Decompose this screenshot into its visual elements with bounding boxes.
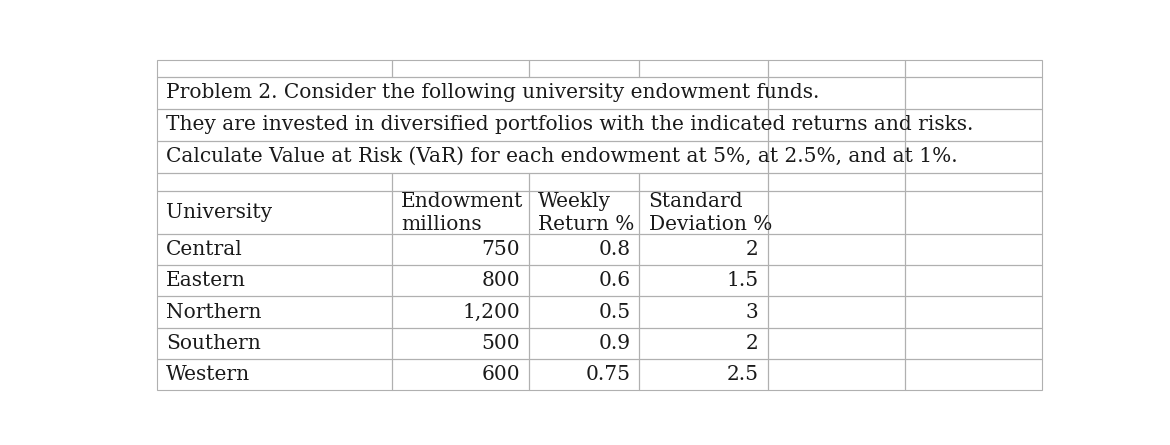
Bar xyxy=(640,60,768,77)
Text: They are invested in diversified portfolios with the indicated returns and risks: They are invested in diversified portfol… xyxy=(166,115,973,134)
Text: 0.8: 0.8 xyxy=(598,240,631,259)
Text: Western: Western xyxy=(166,365,250,384)
Bar xyxy=(157,141,768,173)
Bar xyxy=(904,234,1042,265)
Bar xyxy=(157,265,392,296)
Bar xyxy=(157,173,392,191)
Bar xyxy=(157,359,392,390)
Bar xyxy=(640,234,768,265)
Bar xyxy=(529,328,640,359)
Text: 2: 2 xyxy=(746,334,758,352)
Bar xyxy=(157,77,768,109)
Text: 1.5: 1.5 xyxy=(727,271,758,291)
Bar xyxy=(904,109,1042,141)
Bar xyxy=(640,191,768,234)
Bar xyxy=(392,60,529,77)
Bar xyxy=(768,191,904,234)
Bar xyxy=(768,109,904,141)
Bar xyxy=(157,191,392,234)
Bar xyxy=(157,234,392,265)
Bar xyxy=(904,265,1042,296)
Bar xyxy=(640,296,768,328)
Text: 750: 750 xyxy=(481,240,519,259)
Bar xyxy=(904,173,1042,191)
Bar xyxy=(640,173,768,191)
Bar xyxy=(640,328,768,359)
Text: Calculate Value at Risk (VaR) for each endowment at 5%, at 2.5%, and at 1%.: Calculate Value at Risk (VaR) for each e… xyxy=(166,147,958,166)
Text: Endowment
millions: Endowment millions xyxy=(400,192,523,234)
Bar xyxy=(157,328,392,359)
Text: Problem 2. Consider the following university endowment funds.: Problem 2. Consider the following univer… xyxy=(166,83,819,102)
Text: University: University xyxy=(166,203,273,222)
Bar xyxy=(768,77,904,109)
Bar xyxy=(392,191,529,234)
Bar xyxy=(768,296,904,328)
Text: 2: 2 xyxy=(746,240,758,259)
Bar xyxy=(904,141,1042,173)
Bar xyxy=(768,265,904,296)
Bar xyxy=(904,60,1042,77)
Text: Central: Central xyxy=(166,240,243,259)
Bar xyxy=(392,359,529,390)
Text: 0.6: 0.6 xyxy=(598,271,631,291)
Bar xyxy=(640,359,768,390)
Text: 0.9: 0.9 xyxy=(598,334,631,352)
Text: Eastern: Eastern xyxy=(166,271,246,291)
Bar xyxy=(768,173,904,191)
Bar xyxy=(768,60,904,77)
Text: 2.5: 2.5 xyxy=(727,365,758,384)
Bar xyxy=(157,296,392,328)
Bar xyxy=(904,77,1042,109)
Text: 500: 500 xyxy=(481,334,519,352)
Bar xyxy=(904,191,1042,234)
Text: 0.75: 0.75 xyxy=(585,365,631,384)
Bar xyxy=(529,191,640,234)
Text: 1,200: 1,200 xyxy=(462,303,519,321)
Text: 800: 800 xyxy=(481,271,519,291)
Bar xyxy=(768,328,904,359)
Text: Standard
Deviation %: Standard Deviation % xyxy=(648,192,772,234)
Bar xyxy=(529,359,640,390)
Bar xyxy=(768,359,904,390)
Bar xyxy=(529,173,640,191)
Text: Southern: Southern xyxy=(166,334,261,352)
Bar xyxy=(904,359,1042,390)
Text: Weekly
Return %: Weekly Return % xyxy=(538,192,634,234)
Bar xyxy=(529,60,640,77)
Bar xyxy=(529,296,640,328)
Bar xyxy=(392,265,529,296)
Bar xyxy=(768,141,904,173)
Bar xyxy=(904,296,1042,328)
Bar xyxy=(157,60,392,77)
Text: 3: 3 xyxy=(746,303,758,321)
Text: Northern: Northern xyxy=(166,303,262,321)
Bar xyxy=(157,109,768,141)
Bar xyxy=(904,328,1042,359)
Bar xyxy=(392,173,529,191)
Bar xyxy=(529,265,640,296)
Text: 0.5: 0.5 xyxy=(598,303,631,321)
Bar xyxy=(529,234,640,265)
Bar xyxy=(392,296,529,328)
Bar xyxy=(392,234,529,265)
Bar xyxy=(768,234,904,265)
Text: 600: 600 xyxy=(481,365,519,384)
Bar xyxy=(640,265,768,296)
Bar xyxy=(392,328,529,359)
